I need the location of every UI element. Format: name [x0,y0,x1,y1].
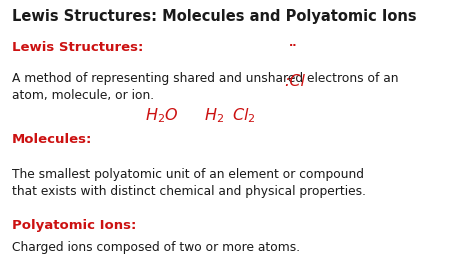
Text: Molecules:: Molecules: [12,133,92,146]
Text: Lewis Structures:: Lewis Structures: [12,41,143,54]
Text: The smallest polyatomic unit of an element or compound
that exists with distinct: The smallest polyatomic unit of an eleme… [12,168,366,198]
Text: Charged ions composed of two or more atoms.: Charged ions composed of two or more ato… [12,241,300,254]
Text: Lewis Structures: Molecules and Polyatomic Ions: Lewis Structures: Molecules and Polyatom… [12,9,417,24]
Text: :Cl: :Cl [284,74,305,89]
Text: $\mathit{Cl_2}$: $\mathit{Cl_2}$ [232,106,256,125]
Text: Polyatomic Ions:: Polyatomic Ions: [12,219,136,232]
Text: A method of representing shared and unshared electrons of an
atom, molecule, or : A method of representing shared and unsh… [12,72,398,102]
Text: ··: ·· [289,40,298,51]
Text: $\mathit{H_2}$: $\mathit{H_2}$ [204,106,224,125]
Text: $\mathit{H_2O}$: $\mathit{H_2O}$ [145,106,178,125]
